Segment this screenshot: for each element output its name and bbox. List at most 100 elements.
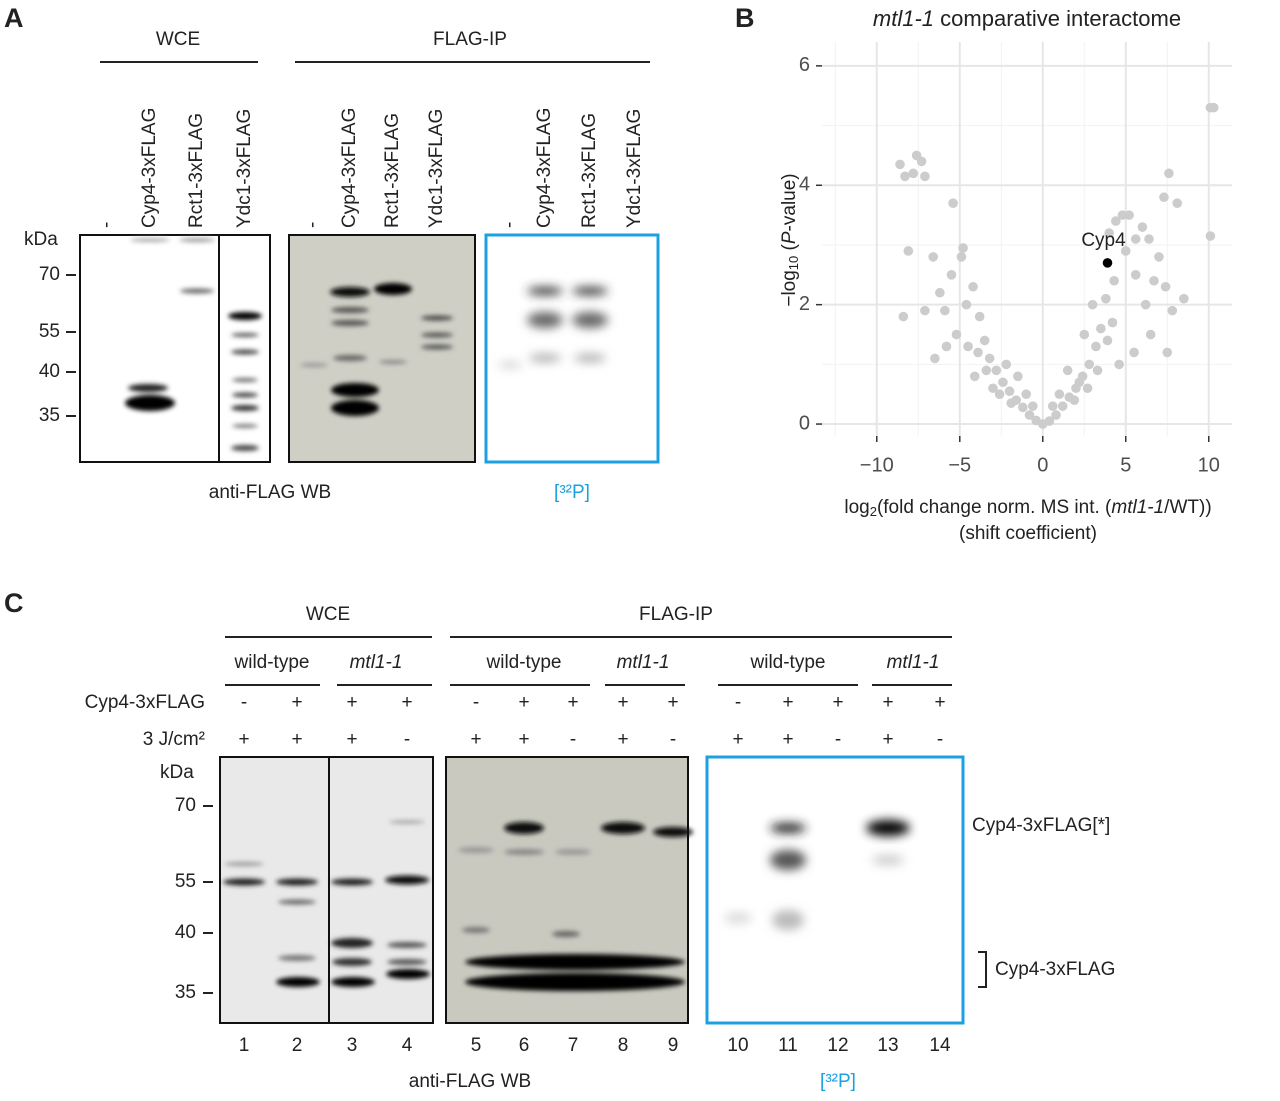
row-label: Cyp4-3xFLAG — [85, 692, 205, 713]
condition-mark: + — [291, 729, 302, 750]
point-label: Cyp4 — [1081, 230, 1126, 251]
point — [1137, 222, 1148, 232]
condition-rows: Cyp4-3xFLAG - + + + - + + + + - + + + +3 J/cm² + + + - + + - +… — [85, 692, 946, 750]
condition-mark: - — [473, 692, 479, 713]
lane-label: Cyp4-3xFLAG — [534, 108, 555, 228]
label-part: 10 — [786, 256, 801, 270]
plot-background — [822, 42, 1232, 436]
point — [1096, 323, 1106, 334]
point — [1084, 359, 1095, 370]
point — [1013, 371, 1023, 382]
lane-number: 1 — [239, 1035, 250, 1056]
point — [898, 311, 909, 322]
lane-number: 12 — [827, 1035, 848, 1056]
genotype-label: wild-type — [234, 652, 310, 673]
panel-label: C — [4, 588, 24, 618]
condition-mark: - — [404, 729, 410, 750]
point — [1114, 359, 1124, 370]
condition-mark: + — [732, 729, 743, 750]
caption: [³²P] — [820, 1071, 856, 1092]
point — [968, 281, 978, 292]
point — [1172, 198, 1183, 208]
label-part: log — [844, 497, 869, 518]
marker-label: 40 — [39, 361, 60, 382]
point — [1167, 305, 1178, 316]
point — [979, 335, 990, 346]
point — [958, 243, 968, 253]
condition-mark: + — [518, 729, 529, 750]
genotype-label: mtl1-1 — [617, 652, 670, 673]
plot-area: −10 −5 0 5 10 0 2 4 6 Cyp4 — [799, 42, 1232, 476]
point — [991, 365, 1002, 376]
point — [946, 270, 957, 280]
lane-number: 3 — [347, 1035, 358, 1056]
lane-number: 8 — [618, 1035, 629, 1056]
group-label: FLAG-IP — [433, 29, 507, 50]
point — [1018, 402, 1028, 413]
point — [903, 246, 914, 256]
title-part: mtl1-1 — [873, 6, 934, 31]
point — [1092, 365, 1103, 376]
label-part: −log — [779, 270, 800, 306]
point — [941, 341, 952, 352]
marker-label: 40 — [175, 922, 196, 943]
lane-number: 11 — [778, 1035, 798, 1056]
markers: 70 55 40 35 — [175, 795, 213, 1003]
panel-label: A — [4, 3, 24, 33]
point — [963, 341, 973, 352]
condition-mark: + — [782, 692, 793, 713]
point — [900, 171, 910, 182]
point — [1021, 389, 1031, 400]
point — [1047, 401, 1058, 411]
point — [1102, 335, 1113, 346]
point — [1051, 410, 1061, 420]
point — [1130, 234, 1141, 244]
condition-mark: + — [291, 692, 302, 713]
point — [1208, 102, 1219, 113]
point — [1140, 299, 1151, 310]
point — [935, 287, 945, 298]
condition-mark: + — [518, 692, 529, 713]
lane-number: 9 — [668, 1035, 679, 1056]
lane-number: 6 — [519, 1035, 530, 1056]
condition-mark: - — [241, 692, 247, 713]
lane-label: - — [96, 222, 117, 228]
condition-mark: + — [346, 692, 357, 713]
point — [1028, 401, 1038, 411]
lane-number: 2 — [292, 1035, 303, 1056]
point — [1102, 258, 1113, 268]
caption: [³²P] — [554, 482, 590, 503]
point — [1082, 383, 1093, 394]
kda-label: kDa — [24, 229, 58, 250]
genotype-label: mtl1-1 — [350, 652, 403, 673]
x-axis-label: log2(fold change norm. MS int. (mtl1-1/W… — [844, 497, 1211, 519]
lane-label: Cyp4-3xFLAG — [339, 108, 360, 228]
y-axis-label: −log10 (P-value) — [779, 173, 801, 306]
lane-label: Ydc1-3xFLAG — [624, 109, 645, 228]
point — [1074, 377, 1085, 388]
condition-mark: + — [346, 729, 357, 750]
lane-numbers: 1 2 3 4 5 6 7 8 9 10 11 12 13 14 — [239, 1035, 951, 1056]
lane-number: 10 — [727, 1035, 748, 1056]
point — [1111, 216, 1121, 226]
point — [1069, 395, 1080, 405]
point — [1144, 234, 1154, 244]
point — [1004, 386, 1015, 397]
point — [1024, 410, 1035, 420]
marker-label: 70 — [175, 795, 196, 816]
condition-mark: + — [934, 692, 945, 713]
point — [1101, 293, 1111, 304]
point — [1091, 341, 1101, 352]
x-tick-label: −5 — [948, 454, 971, 476]
label-part: (fold change norm. MS int. ( — [877, 497, 1112, 518]
lane-labels: - Cyp4-3xFLAG Rct1-3xFLAG Ydc1-3xFLAG - Cyp4-… — [96, 108, 645, 228]
lane-label: Ydc1-3xFLAG — [234, 109, 255, 228]
blot — [219, 756, 434, 1024]
condition-mark: - — [735, 692, 741, 713]
condition-mark: + — [567, 692, 578, 713]
point — [1107, 317, 1118, 328]
point — [961, 299, 972, 310]
lane-label: - — [302, 222, 323, 228]
point — [1129, 347, 1139, 358]
